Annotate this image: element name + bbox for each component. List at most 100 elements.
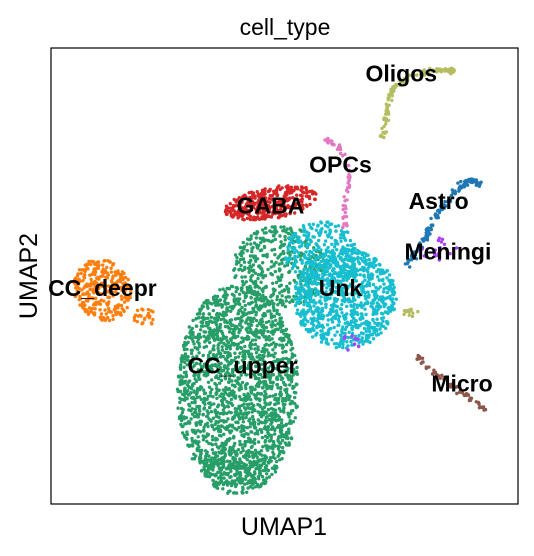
point-cc_upper (213, 317, 217, 321)
point-cc_upper (279, 428, 284, 433)
point-unk (379, 331, 383, 335)
point-cc_upper (228, 354, 233, 358)
point-cc_upper (242, 406, 247, 410)
point-unk (312, 316, 316, 320)
point-cc_deepr (111, 314, 115, 318)
point-cc_upper (204, 365, 209, 370)
point-cc_upper (281, 357, 285, 361)
point-unk (347, 258, 351, 263)
point-unk (339, 229, 344, 233)
point-cc_upper (235, 463, 240, 468)
point-unk (361, 342, 365, 346)
cluster-label-gaba: GABA (237, 193, 305, 219)
point-unk (332, 251, 337, 256)
point-cc_upper (215, 294, 220, 299)
point-unk (340, 292, 344, 296)
point-unk (368, 329, 372, 334)
point-cc_upper (224, 419, 228, 424)
point-cc_upper (251, 486, 255, 490)
point-cc_upper (184, 358, 189, 362)
point-unk (314, 242, 318, 246)
point-unk (304, 327, 308, 332)
point-cc_upper (248, 260, 252, 265)
point-cc_upper (179, 406, 184, 411)
point-unk (288, 241, 292, 245)
point-gaba (246, 211, 250, 215)
point-cc_upper (236, 311, 241, 316)
point-cc_upper (216, 343, 220, 348)
point-cc_upper (218, 288, 222, 292)
point-cc_upper (233, 297, 237, 301)
point-cc_upper (229, 411, 233, 415)
point-oligos (430, 68, 434, 73)
point-unk (352, 258, 356, 262)
point-unk (299, 273, 304, 277)
point-cc_upper (226, 417, 230, 421)
point-cc_upper (185, 383, 190, 387)
point-unk (325, 293, 330, 297)
point-unk (311, 222, 315, 226)
point-cc_upper (265, 476, 269, 480)
point-cc_upper (205, 414, 209, 419)
point-cc_upper (202, 391, 207, 396)
point-cc_upper (268, 456, 273, 460)
point-cc_upper (234, 262, 239, 266)
point-unk (347, 330, 351, 334)
point-cc_upper (244, 450, 249, 454)
point-unk (381, 277, 385, 282)
point-cc_upper (230, 341, 234, 346)
point-micro (477, 401, 481, 406)
point-cc_upper (271, 443, 275, 447)
point-cc_upper (222, 476, 226, 480)
point-cc_upper (248, 311, 252, 315)
point-cc_upper (252, 333, 256, 337)
point-cc_upper (198, 430, 203, 434)
point-gaba (277, 200, 281, 204)
point-cc_upper (221, 463, 226, 467)
point-cc_upper (241, 487, 245, 491)
point-cc_upper (248, 425, 252, 429)
point-astro (476, 183, 481, 187)
point-unk (352, 276, 356, 281)
point-unk (385, 276, 389, 280)
point-cc_upper (258, 248, 263, 253)
point-unk (356, 312, 360, 317)
point-unk (391, 282, 395, 287)
point-oligos (390, 98, 394, 103)
point-oligos (390, 89, 394, 94)
point-cc_upper (287, 295, 292, 299)
point-unk (362, 256, 366, 260)
point-cc_upper (262, 328, 266, 333)
point-opcs (344, 215, 349, 219)
point-cc_deepr (100, 281, 104, 285)
point-cc_upper (240, 370, 244, 375)
point-cc_upper (205, 397, 209, 401)
point-cc_upper (269, 265, 273, 269)
point-cc_upper (282, 338, 286, 342)
point-unk (318, 299, 322, 303)
point-cc_upper (268, 376, 273, 380)
point-cc_upper (248, 480, 252, 485)
point-cc_upper (255, 324, 259, 328)
point-gaba (232, 197, 236, 202)
point-cc_upper (263, 481, 267, 485)
point-gaba (267, 207, 271, 211)
point-cc_deepr (95, 283, 99, 288)
point-cc_upper (192, 457, 197, 461)
point-gaba (289, 185, 294, 190)
point-cc_upper (288, 300, 292, 304)
point-cc_upper (241, 240, 245, 245)
point-cc_upper (261, 323, 266, 328)
point-unk (333, 255, 337, 260)
point-cc_deepr (73, 294, 78, 299)
point-unk (325, 269, 329, 274)
point-cc_upper (255, 330, 259, 335)
point-cc_upper (241, 398, 245, 402)
point-cc_upper (286, 360, 291, 365)
point-cc_upper (292, 385, 296, 389)
point-unk (358, 273, 362, 277)
point-cc_upper (254, 304, 258, 308)
point-cc_deepr (111, 294, 115, 298)
point-cc_deepr (77, 268, 82, 272)
point-cc_upper (240, 490, 244, 494)
